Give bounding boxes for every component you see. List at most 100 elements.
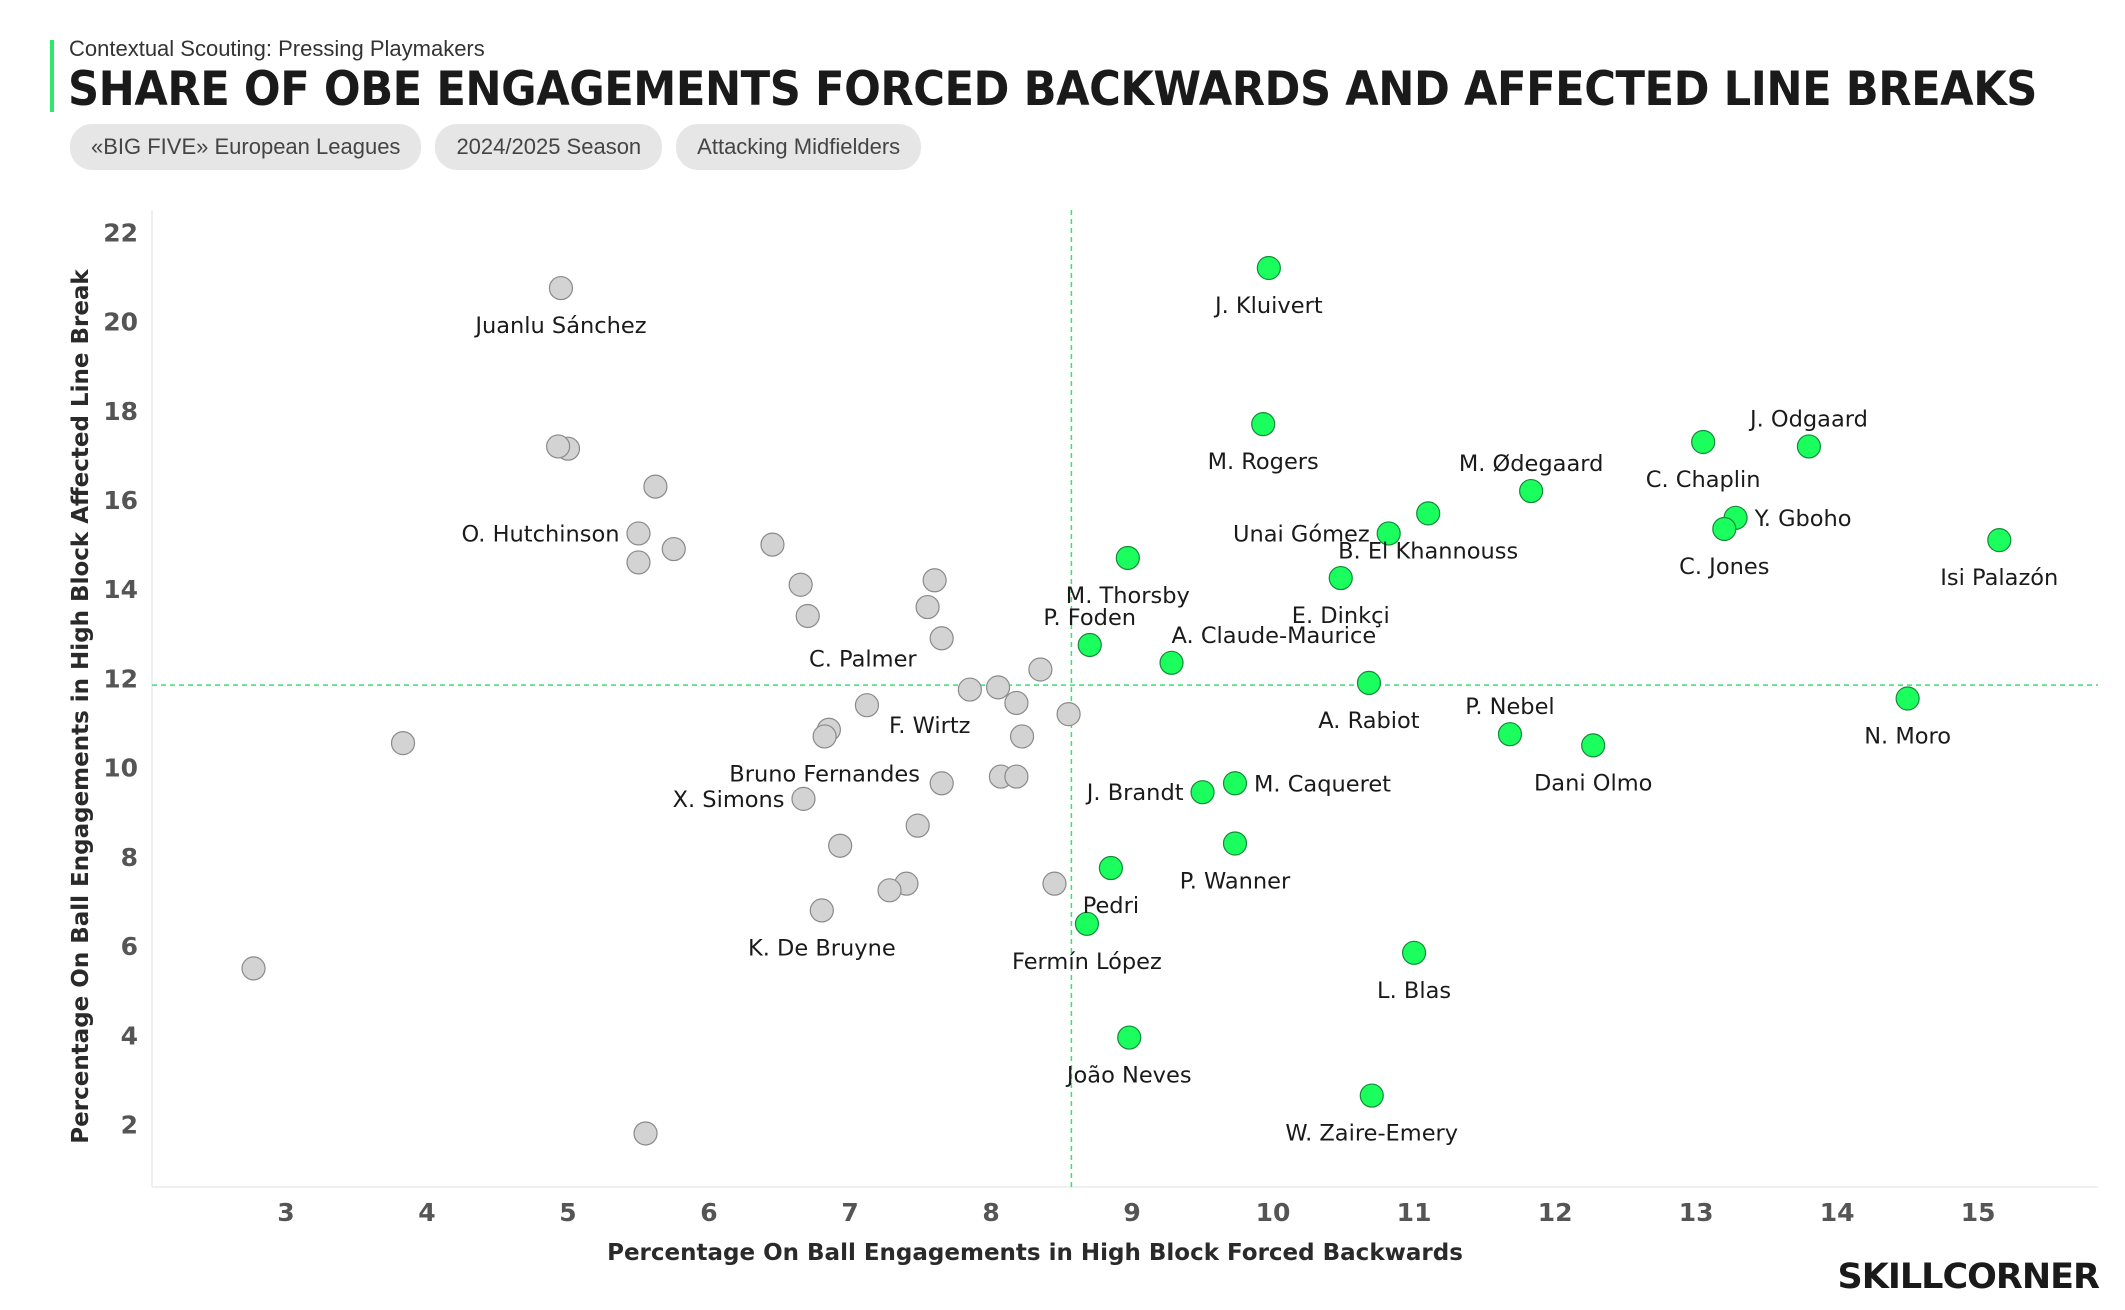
point-label: P. Wanner <box>1180 868 1291 894</box>
chart-title: SHARE OF OBE ENGAGEMENTS FORCED BACKWARD… <box>68 62 2037 117</box>
point-label: Bruno Fernandes <box>729 761 920 787</box>
highlight-point <box>1359 1083 1384 1108</box>
y-tick-label: 4 <box>121 1021 138 1050</box>
player-point <box>626 550 651 575</box>
player-point <box>633 1121 658 1146</box>
y-tick-label: 20 <box>103 308 138 337</box>
player-point <box>905 813 930 838</box>
point-label: F. Wirtz <box>889 713 971 739</box>
player-point <box>1004 764 1029 789</box>
point-label: K. De Bruyne <box>748 935 896 961</box>
highlight-point <box>1416 501 1441 526</box>
x-tick-label: 7 <box>841 1198 858 1227</box>
highlight-point <box>1519 478 1544 504</box>
x-tick-label: 8 <box>982 1198 999 1227</box>
player-point <box>809 898 834 923</box>
x-tick-label: 10 <box>1256 1198 1291 1227</box>
x-tick-label: 11 <box>1397 1198 1432 1227</box>
chart-subtitle: Contextual Scouting: Pressing Playmakers <box>69 36 485 61</box>
tag-position: Attacking Midfielders <box>676 124 922 170</box>
point-label: E. Dinkçi <box>1292 603 1390 629</box>
highlight-point <box>1115 545 1140 571</box>
player-point <box>915 594 940 620</box>
x-axis-title: Percentage On Ball Engagements in High B… <box>607 1240 1463 1266</box>
player-point <box>643 474 668 499</box>
highlight-point <box>1074 911 1100 936</box>
point-label: M. Thorsby <box>1066 583 1190 609</box>
point-label: Juanlu Sánchez <box>473 313 646 339</box>
point-label: C. Chaplin <box>1646 467 1761 493</box>
highlight-point <box>1190 780 1215 805</box>
y-tick-label: 14 <box>103 575 138 604</box>
player-point <box>812 724 837 749</box>
filter-tags: «BIG FIVE» European Leagues 2024/2025 Se… <box>70 124 922 170</box>
point-label: A. Rabiot <box>1318 708 1420 734</box>
player-point <box>922 568 947 593</box>
point-label: O. Hutchinson <box>462 521 620 547</box>
y-axis-title: Percentage On Ball Engagements in High B… <box>68 269 94 1144</box>
point-label: N. Moro <box>1864 724 1951 750</box>
x-tick-label: 5 <box>559 1198 576 1227</box>
highlight-point <box>1581 733 1606 758</box>
player-point <box>791 786 816 811</box>
player-point <box>760 532 785 557</box>
y-tick-label: 8 <box>121 843 138 872</box>
x-tick-label: 15 <box>1961 1198 1996 1227</box>
highlight-point <box>1256 255 1281 281</box>
point-label: X. Simons <box>673 787 785 813</box>
player-point <box>957 677 982 702</box>
player-point <box>548 275 574 301</box>
point-label: João Neves <box>1065 1063 1192 1089</box>
highlight-point <box>1497 722 1523 747</box>
highlight-point <box>1796 434 1822 459</box>
x-tick-label: 6 <box>700 1198 717 1227</box>
highlight-point <box>1098 855 1123 881</box>
point-label: B. El Khannouss <box>1338 538 1518 564</box>
player-point <box>1028 657 1053 682</box>
player-point <box>1004 690 1029 716</box>
player-point <box>788 572 813 597</box>
y-tick-label: 6 <box>121 932 138 961</box>
highlight-point <box>1987 528 2012 553</box>
tag-season: 2024/2025 Season <box>435 124 663 170</box>
player-point <box>985 675 1011 700</box>
y-tick-label: 10 <box>103 754 138 783</box>
highlight-point <box>1356 670 1382 695</box>
highlight-point <box>1159 650 1184 675</box>
point-label: P. Foden <box>1043 605 1136 631</box>
point-label: J. Odgaard <box>1748 406 1868 432</box>
point-label: J. Kluivert <box>1213 293 1323 319</box>
y-tick-label: 2 <box>121 1111 138 1140</box>
highlight-point <box>1222 771 1248 796</box>
y-tick-label: 22 <box>103 218 138 247</box>
highlight-point <box>1895 686 1920 711</box>
player-point <box>1009 724 1035 749</box>
point-label: C. Palmer <box>809 646 917 672</box>
highlight-point <box>1401 940 1427 965</box>
x-tick-label: 4 <box>418 1198 435 1227</box>
y-tick-label: 18 <box>103 397 138 426</box>
highlight-point <box>1691 429 1716 455</box>
point-label: C. Jones <box>1679 554 1769 580</box>
point-label: Unai Gómez <box>1233 521 1370 547</box>
x-tick-label: 14 <box>1820 1198 1855 1227</box>
y-tick-label: 16 <box>103 486 138 515</box>
player-point <box>877 878 902 903</box>
highlight-point <box>1251 412 1276 437</box>
highlight-point <box>1117 1025 1142 1050</box>
point-label: M. Caqueret <box>1254 771 1391 797</box>
point-label: J. Brandt <box>1085 780 1184 806</box>
player-point <box>854 693 880 718</box>
point-label: M. Ødegaard <box>1459 451 1604 477</box>
point-label: M. Rogers <box>1208 449 1319 475</box>
point-label: A. Claude-Maurice <box>1172 623 1377 649</box>
brand-logo: SKILLCORNER <box>1837 1257 2100 1297</box>
player-point <box>626 521 651 546</box>
point-label: W. Zaire-Emery <box>1285 1121 1458 1147</box>
point-label: Y. Gboho <box>1754 506 1852 532</box>
highlight-point <box>1712 516 1737 542</box>
highlight-point <box>1328 565 1353 591</box>
title-accent-bar <box>50 40 54 112</box>
point-label: Dani Olmo <box>1534 770 1652 796</box>
